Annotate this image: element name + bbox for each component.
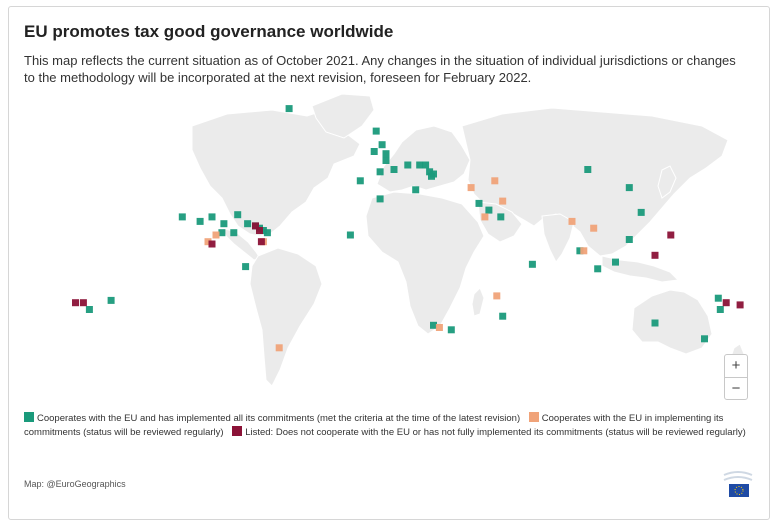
land-europe <box>376 125 471 193</box>
jurisdiction-marker-cooperates[interactable] <box>447 326 455 334</box>
jurisdiction-marker-listed[interactable] <box>79 299 87 307</box>
jurisdiction-marker-listed[interactable] <box>257 238 265 246</box>
jurisdiction-marker-listed[interactable] <box>722 299 730 307</box>
jurisdiction-marker-cooperates[interactable] <box>404 161 412 169</box>
legend-swatch-listed <box>232 426 243 436</box>
jurisdiction-marker-cooperates[interactable] <box>234 211 242 219</box>
jurisdiction-marker-listed[interactable] <box>252 222 259 230</box>
jurisdiction-marker-cooperates[interactable] <box>218 229 226 237</box>
jurisdiction-marker-cooperates[interactable] <box>390 166 398 173</box>
land-layer <box>191 93 745 387</box>
legend-label-cooperates: Cooperates with the EU and has implement… <box>37 413 521 424</box>
jurisdiction-marker-cooperates[interactable] <box>85 306 93 313</box>
land-madagascar <box>471 287 485 317</box>
jurisdiction-marker-cooperates[interactable] <box>475 199 483 207</box>
jurisdiction-marker-cooperates[interactable] <box>528 260 536 268</box>
jurisdiction-marker-cooperates[interactable] <box>178 213 186 221</box>
jurisdiction-marker-in-progress[interactable] <box>493 292 501 300</box>
land-japan <box>657 165 677 199</box>
jurisdiction-marker-cooperates[interactable] <box>701 335 708 343</box>
jurisdiction-marker-cooperates[interactable] <box>107 296 115 304</box>
land-india <box>541 213 575 263</box>
jurisdiction-marker-cooperates[interactable] <box>422 161 430 169</box>
jurisdiction-marker-cooperates[interactable] <box>426 168 434 176</box>
jurisdiction-marker-cooperates[interactable] <box>612 258 619 266</box>
jurisdiction-marker-cooperates[interactable] <box>382 157 390 164</box>
jurisdiction-marker-cooperates[interactable] <box>220 220 228 228</box>
jurisdiction-marker-cooperates[interactable] <box>376 195 384 203</box>
jurisdiction-marker-cooperates[interactable] <box>625 236 633 243</box>
jurisdiction-marker-cooperates[interactable] <box>370 148 378 155</box>
land-greenland <box>311 93 375 139</box>
jurisdiction-marker-listed[interactable] <box>667 231 675 239</box>
jurisdiction-marker-cooperates[interactable] <box>208 213 216 221</box>
jurisdiction-marker-in-progress[interactable] <box>580 247 588 255</box>
jurisdiction-marker-in-progress[interactable] <box>568 217 576 225</box>
jurisdiction-marker-cooperates[interactable] <box>259 227 267 234</box>
jurisdiction-marker-cooperates[interactable] <box>485 206 493 214</box>
jurisdiction-marker-in-progress[interactable] <box>491 177 499 185</box>
jurisdiction-marker-cooperates[interactable] <box>594 265 602 273</box>
land-south-america <box>249 247 323 387</box>
jurisdiction-marker-cooperates[interactable] <box>378 141 386 149</box>
legend-swatch-cooperates <box>24 412 34 422</box>
jurisdiction-marker-cooperates[interactable] <box>244 220 252 228</box>
page-title: EU promotes tax good governance worldwid… <box>24 22 394 41</box>
land-australia <box>631 289 713 355</box>
jurisdiction-marker-cooperates[interactable] <box>285 105 293 113</box>
jurisdiction-marker-cooperates[interactable] <box>625 184 633 192</box>
map-credit: Map: @EuroGeographics <box>24 479 126 489</box>
jurisdiction-marker-cooperates[interactable] <box>263 229 271 237</box>
jurisdiction-marker-cooperates[interactable] <box>714 294 722 302</box>
jurisdiction-marker-listed[interactable] <box>72 299 79 307</box>
jurisdiction-marker-in-progress[interactable] <box>204 238 212 246</box>
jurisdiction-marker-cooperates[interactable] <box>346 231 354 239</box>
legend-label-listed: Listed: Does not cooperate with the EU o… <box>245 427 746 438</box>
jurisdiction-marker-cooperates[interactable] <box>430 170 437 178</box>
jurisdiction-marker-in-progress[interactable] <box>499 197 507 205</box>
page-subtitle: This map reflects the current situation … <box>24 53 736 85</box>
jurisdiction-marker-in-progress[interactable] <box>275 344 283 352</box>
jurisdiction-marker-cooperates[interactable] <box>376 168 384 176</box>
eu-flag-icon <box>723 471 753 497</box>
jurisdiction-marker-listed[interactable] <box>208 240 216 248</box>
jurisdiction-marker-cooperates[interactable] <box>576 247 584 255</box>
zoom-control: + − <box>724 354 748 400</box>
jurisdiction-marker-cooperates[interactable] <box>412 186 420 194</box>
jurisdiction-marker-cooperates[interactable] <box>196 217 204 225</box>
jurisdiction-marker-cooperates[interactable] <box>372 127 380 135</box>
jurisdiction-marker-cooperates[interactable] <box>416 161 424 169</box>
legend-swatch-in-progress <box>528 412 539 422</box>
jurisdiction-marker-listed[interactable] <box>256 227 263 234</box>
land-africa <box>365 191 485 335</box>
legend: Cooperates with the EU and has implement… <box>24 412 752 440</box>
jurisdiction-marker-cooperates[interactable] <box>637 208 645 216</box>
jurisdiction-marker-in-progress[interactable] <box>481 213 489 221</box>
jurisdiction-marker-cooperates[interactable] <box>497 213 505 221</box>
zoom-out-button[interactable]: − <box>725 377 747 400</box>
world-map[interactable] <box>22 86 758 402</box>
jurisdiction-marker-cooperates[interactable] <box>430 321 437 329</box>
zoom-in-button[interactable]: + <box>731 357 741 374</box>
jurisdiction-marker-in-progress[interactable] <box>590 224 598 232</box>
jurisdiction-marker-in-progress[interactable] <box>467 184 475 192</box>
jurisdiction-markers <box>72 105 744 352</box>
jurisdiction-marker-cooperates[interactable] <box>716 306 724 313</box>
jurisdiction-marker-cooperates[interactable] <box>499 312 507 320</box>
jurisdiction-marker-listed[interactable] <box>651 251 659 259</box>
jurisdiction-marker-cooperates[interactable] <box>230 229 238 237</box>
jurisdiction-marker-cooperates[interactable] <box>356 177 364 185</box>
jurisdiction-marker-cooperates[interactable] <box>584 166 592 173</box>
jurisdiction-marker-cooperates[interactable] <box>382 150 390 158</box>
land-southeast-asia <box>601 255 680 283</box>
legend-label-in-progress: Cooperates with the EU in implementing i… <box>24 413 724 438</box>
jurisdiction-marker-cooperates[interactable] <box>242 263 250 271</box>
jurisdiction-marker-cooperates[interactable] <box>651 319 659 327</box>
jurisdiction-marker-in-progress[interactable] <box>435 324 443 331</box>
jurisdiction-marker-listed[interactable] <box>736 301 744 309</box>
jurisdiction-marker-in-progress[interactable] <box>212 231 220 239</box>
